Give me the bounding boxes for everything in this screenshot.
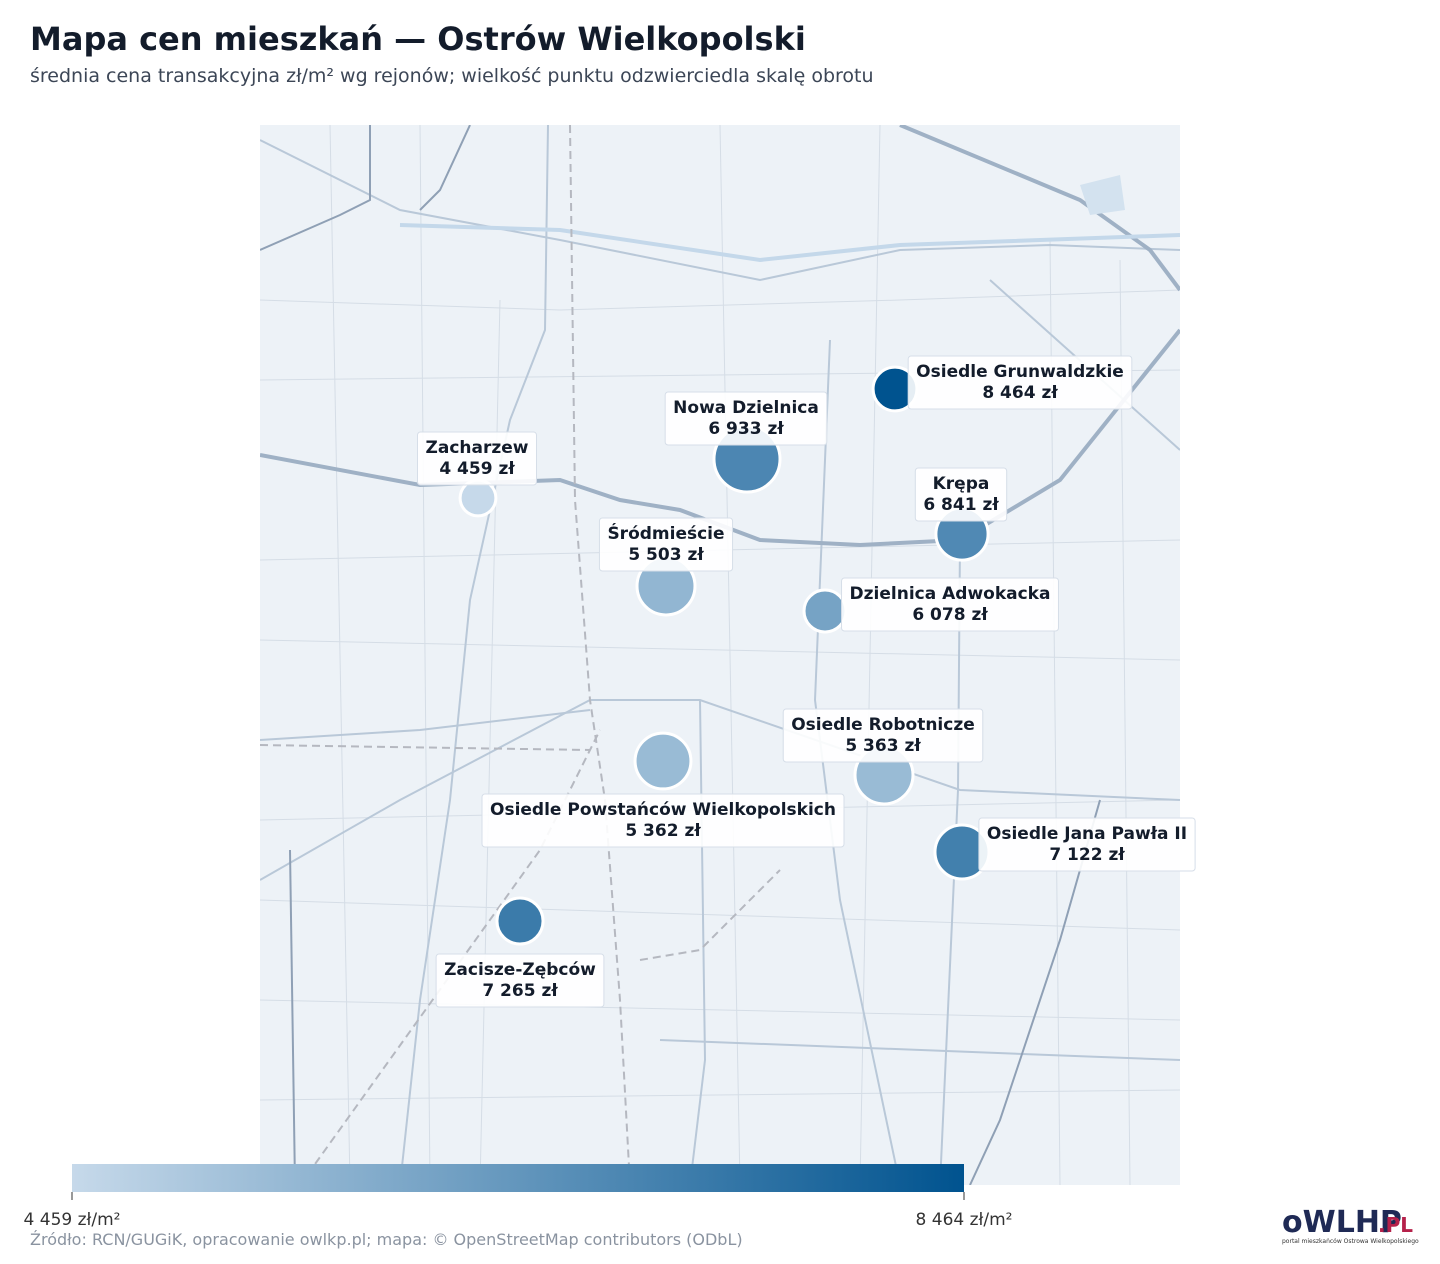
district-name: Krępa — [933, 474, 990, 494]
district-name: Śródmieście — [607, 522, 724, 544]
label-box — [914, 467, 1008, 522]
label-box — [664, 391, 828, 446]
district-bubble — [802, 588, 848, 634]
district-value: 7 265 zł — [482, 981, 558, 1001]
logo: oWLHP .PL portal mieszkańców Ostrowa Wie… — [1282, 1205, 1419, 1245]
label-box — [598, 517, 734, 572]
district-name: Zacisze-Zębców — [444, 960, 596, 980]
district-bubble — [495, 896, 545, 946]
label-box — [907, 355, 1133, 410]
district-value: 7 122 zł — [1049, 845, 1125, 865]
district-value: 8 464 zł — [982, 383, 1058, 403]
district-name: Nowa Dzielnica — [673, 398, 819, 418]
colorbar-tick-label: 4 459 zł/m² — [24, 1210, 121, 1230]
label-box — [782, 708, 984, 763]
colorbar — [72, 1164, 964, 1192]
source: Źródło: RCN/GUGiK, opracowanie owlkp.pl;… — [30, 1230, 743, 1249]
district-value: 4 459 zł — [439, 459, 515, 479]
title: Mapa cen mieszkań — Ostrów Wielkopolski — [30, 20, 806, 58]
district-bubble — [633, 731, 693, 791]
district-value: 5 503 zł — [628, 545, 704, 565]
label-box — [435, 953, 605, 1008]
logo-text: oWLHP — [1282, 1205, 1402, 1240]
district-value: 5 362 zł — [625, 821, 701, 841]
district-name: Osiedle Robotnicze — [791, 715, 975, 735]
label-box — [481, 793, 845, 848]
label-box — [417, 431, 537, 486]
district-value: 6 841 zł — [923, 495, 999, 515]
district-value: 6 933 zł — [708, 419, 784, 439]
colorbar-tick-label: 8 464 zł/m² — [916, 1210, 1013, 1230]
district-name: Osiedle Jana Pawła II — [987, 824, 1187, 844]
label-box — [978, 817, 1196, 872]
map-background — [260, 125, 1180, 1185]
district-name: Dzielnica Adwokacka — [850, 584, 1051, 604]
district-value: 5 363 zł — [845, 736, 921, 756]
district-name: Zacharzew — [426, 438, 529, 458]
logo-suffix: .PL — [1378, 1213, 1413, 1237]
label-box — [841, 577, 1059, 632]
district-name: Osiedle Grunwaldzkie — [916, 362, 1124, 382]
colorbar-ticks: 4 459 zł/m² 8 464 zł/m² — [24, 1192, 1013, 1230]
district-name: Osiedle Powstańców Wielkopolskich — [490, 800, 836, 820]
subtitle: średnia cena transakcyjna zł/m² wg rejon… — [30, 65, 874, 87]
logo-tagline: portal mieszkańców Ostrowa Wielkopolskie… — [1282, 1238, 1419, 1245]
district-value: 6 078 zł — [912, 605, 988, 625]
district-label: Osiedle Jana Pawła II7 122 zł — [978, 817, 1196, 872]
